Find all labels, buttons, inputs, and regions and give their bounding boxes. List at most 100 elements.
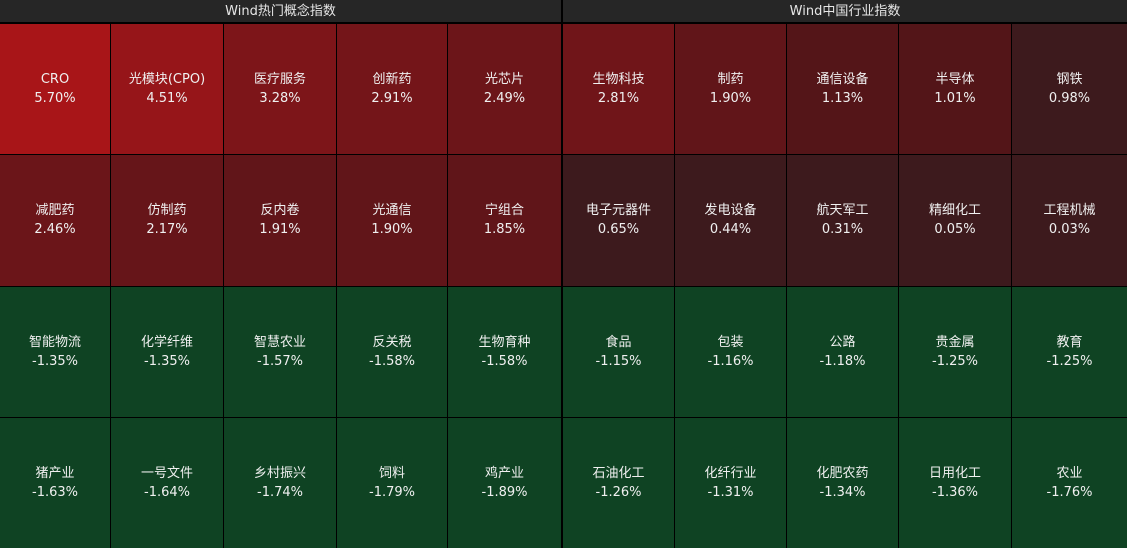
heatmap-tile[interactable]: 化学纤维 -1.35% <box>111 286 223 417</box>
heatmap-tile[interactable]: 包装 -1.16% <box>675 286 786 417</box>
heatmap-tile[interactable]: 饲料 -1.79% <box>337 417 447 548</box>
heatmap-tile[interactable]: CRO 5.70% <box>0 24 110 155</box>
tile-name: 发电设备 <box>704 203 757 219</box>
heatmap-tile[interactable]: 一号文件 -1.64% <box>111 417 223 548</box>
tile-name: 乡村振兴 <box>253 465 306 481</box>
heatmap-tile[interactable]: 智能物流 -1.35% <box>0 286 110 417</box>
heatmap-tile[interactable]: 光芯片 2.49% <box>448 24 561 155</box>
tile-name: 精细化工 <box>928 203 981 219</box>
heatmap-tile[interactable]: 智慧农业 -1.57% <box>224 286 336 417</box>
tile-change-percent: 1.90% <box>709 91 752 107</box>
heatmap-tile[interactable]: 石油化工 -1.26% <box>563 417 674 548</box>
concept-index-panel: Wind热门概念指数 CRO 5.70% 光模块(CPO) 4.51% 医疗服务 3.28… <box>0 0 561 548</box>
tile-name: 化纤行业 <box>704 465 757 481</box>
heatmap-tile[interactable]: 光通信 1.90% <box>337 155 447 286</box>
heatmap-tile[interactable]: 反内卷 1.91% <box>224 155 336 286</box>
tile-change-percent: 1.01% <box>934 91 976 107</box>
tile-name: 生物育种 <box>478 334 531 350</box>
tile-change-percent: 2.46% <box>34 222 76 238</box>
heatmap-tile[interactable]: 教育 -1.25% <box>1012 286 1127 417</box>
heatmap-tile[interactable]: 发电设备 0.44% <box>675 155 786 286</box>
heatmap-tile[interactable]: 减肥药 2.46% <box>0 155 110 286</box>
tile-change-percent: -1.58% <box>481 353 528 369</box>
heatmap-tile[interactable]: 半导体 1.01% <box>899 24 1011 155</box>
heatmap-tile[interactable]: 航天军工 0.31% <box>787 155 898 286</box>
tile-name: 教育 <box>1056 334 1083 350</box>
heatmap-tile[interactable]: 乡村振兴 -1.74% <box>224 417 336 548</box>
heatmap-tile[interactable]: 化纤行业 -1.31% <box>675 417 786 548</box>
heatmap-tile[interactable]: 钢铁 0.98% <box>1012 24 1127 155</box>
tile-name: 创新药 <box>372 72 412 88</box>
tile-name: 饲料 <box>378 465 405 481</box>
heatmap-tile[interactable]: 电子元器件 0.65% <box>563 155 674 286</box>
tile-name: CRO <box>40 72 70 88</box>
tile-change-percent: 2.91% <box>371 91 413 107</box>
tile-name: 半导体 <box>935 72 975 88</box>
heatmap-tile[interactable]: 农业 -1.76% <box>1012 417 1127 548</box>
heatmap-tile[interactable]: 精细化工 0.05% <box>899 155 1011 286</box>
heatmap-tile[interactable]: 反关税 -1.58% <box>337 286 447 417</box>
tile-change-percent: -1.31% <box>707 484 754 500</box>
tile-name: 钢铁 <box>1056 72 1083 88</box>
tile-change-percent: -1.16% <box>707 353 754 369</box>
heatmap-tile[interactable]: 医疗服务 3.28% <box>224 24 336 155</box>
tile-change-percent: -1.35% <box>144 353 190 369</box>
heatmap-tile[interactable]: 贵金属 -1.25% <box>899 286 1011 417</box>
tile-change-percent: 0.65% <box>597 222 640 238</box>
concept-index-grid: CRO 5.70% 光模块(CPO) 4.51% 医疗服务 3.28% 创新药 2.91% 光芯… <box>0 24 561 548</box>
tile-name: 反内卷 <box>260 203 300 219</box>
tile-name: 食品 <box>605 334 632 350</box>
tile-change-percent: -1.58% <box>369 353 415 369</box>
heatmap-tile[interactable]: 光模块(CPO) 4.51% <box>111 24 223 155</box>
tile-change-percent: 1.91% <box>259 222 301 238</box>
heatmap-tile[interactable]: 公路 -1.18% <box>787 286 898 417</box>
tile-name: 光通信 <box>372 203 412 219</box>
industry-index-grid: 生物科技 2.81% 制药 1.90% 通信设备 1.13% 半导体 1.01% 钢铁 0.98%… <box>563 24 1127 548</box>
heatmap-tile[interactable]: 生物育种 -1.58% <box>448 286 561 417</box>
heatmap-tile[interactable]: 制药 1.90% <box>675 24 786 155</box>
heatmap-tile[interactable]: 猪产业 -1.63% <box>0 417 110 548</box>
tile-change-percent: -1.79% <box>369 484 415 500</box>
heatmap-tile[interactable]: 日用化工 -1.36% <box>899 417 1011 548</box>
heatmap-tile[interactable]: 鸡产业 -1.89% <box>448 417 561 548</box>
tile-change-percent: -1.74% <box>257 484 303 500</box>
tile-name: 生物科技 <box>592 72 645 88</box>
heatmap-tile[interactable]: 生物科技 2.81% <box>563 24 674 155</box>
tile-change-percent: 5.70% <box>34 91 76 107</box>
heatmap-tile[interactable]: 通信设备 1.13% <box>787 24 898 155</box>
heatmap-tile[interactable]: 化肥农药 -1.34% <box>787 417 898 548</box>
tile-change-percent: -1.57% <box>257 353 303 369</box>
tile-change-percent: -1.18% <box>819 353 866 369</box>
tile-change-percent: 2.81% <box>597 91 640 107</box>
tile-name: 宁组合 <box>484 203 524 219</box>
industry-index-title: Wind中国行业指数 <box>563 0 1127 23</box>
tile-change-percent: 0.03% <box>1048 222 1091 238</box>
tile-change-percent: -1.36% <box>932 484 978 500</box>
tile-change-percent: 0.98% <box>1048 91 1091 107</box>
heatmap-tile[interactable]: 工程机械 0.03% <box>1012 155 1127 286</box>
tile-change-percent: -1.64% <box>144 484 190 500</box>
heatmap-tile[interactable]: 创新药 2.91% <box>337 24 447 155</box>
tile-name: 公路 <box>829 334 856 350</box>
tile-change-percent: 0.05% <box>934 222 976 238</box>
tile-change-percent: -1.89% <box>481 484 528 500</box>
tile-change-percent: 1.13% <box>821 91 864 107</box>
tile-name: 光模块(CPO) <box>128 72 206 88</box>
tile-change-percent: -1.34% <box>819 484 866 500</box>
tile-name: 制药 <box>717 72 744 88</box>
heatmap-tile[interactable]: 宁组合 1.85% <box>448 155 561 286</box>
tile-change-percent: 2.49% <box>483 91 526 107</box>
tile-change-percent: 1.85% <box>483 222 526 238</box>
tile-name: 化肥农药 <box>816 465 869 481</box>
tile-change-percent: -1.15% <box>595 353 642 369</box>
heatmap-tile[interactable]: 食品 -1.15% <box>563 286 674 417</box>
tile-name: 一号文件 <box>140 465 193 481</box>
tile-name: 日用化工 <box>928 465 981 481</box>
tile-change-percent: -1.76% <box>1046 484 1093 500</box>
tile-change-percent: 0.44% <box>709 222 752 238</box>
tile-name: 光芯片 <box>484 72 524 88</box>
tile-name: 航天军工 <box>816 203 869 219</box>
heatmap-tile[interactable]: 仿制药 2.17% <box>111 155 223 286</box>
tile-name: 化学纤维 <box>140 334 193 350</box>
